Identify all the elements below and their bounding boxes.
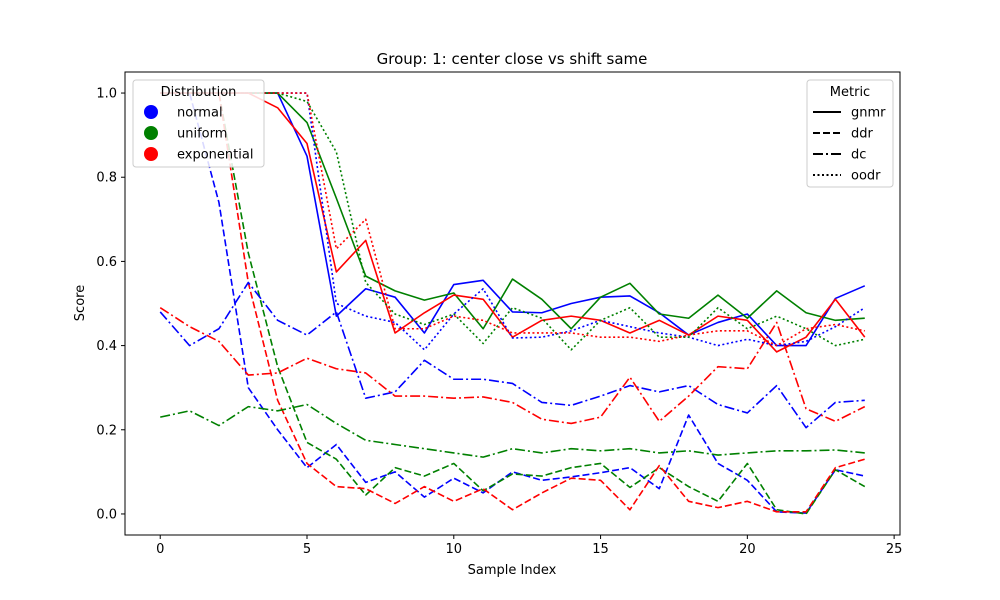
legend-distribution: Distribution normal uniform exponential [132,79,265,168]
plot-frame [124,71,901,536]
legend-metric-title: Metric [830,85,870,100]
series-line-normal-dc [159,281,865,429]
y-tick-label: 0.4 [96,339,117,354]
legend-label-exponential: exponential [177,148,253,163]
x-axis: 0 5 10 15 20 25 [156,535,902,557]
chart-title: Group: 1: center close vs shift same [377,50,648,68]
x-axis-label: Sample Index [468,563,557,578]
series-line-uniform-ddr [160,92,866,515]
y-axis-label: Score [73,285,88,321]
legend-label-uniform: uniform [177,127,227,142]
legend-frame [132,79,265,168]
x-tick-label: 15 [592,542,609,557]
legend-label-ddr: ddr [851,127,874,142]
y-axis: 0.0 0.2 0.4 0.6 0.8 1.0 [96,87,125,522]
legend-marker-normal [144,105,158,119]
y-tick-label: 0.0 [96,507,117,522]
series-line-exponential-ddr [160,92,865,513]
x-tick-label: 0 [156,542,164,557]
legend-label-dc: dc [851,148,866,163]
y-tick-label: 0.2 [96,423,117,438]
legend-label-gnmr: gnmr [851,106,886,121]
legend-distribution-title: Distribution [161,85,237,100]
series-group [159,92,866,515]
y-tick-label: 1.0 [96,87,117,102]
legend-marker-exponential [144,147,158,161]
x-tick-label: 5 [303,542,311,557]
x-tick-label: 20 [739,542,756,557]
y-tick-label: 0.8 [96,171,117,186]
x-tick-label: 25 [886,542,903,557]
series-line-uniform-dc [160,403,865,458]
series-line-exponential-oodr [160,92,865,347]
legend-label-normal: normal [177,106,223,121]
legend-label-oodr: oodr [851,169,881,184]
legend-metric: Metric gnmr ddr dc oodr [806,79,894,188]
series-line-normal-ddr [160,92,865,514]
legend-frame [806,79,894,188]
legend-marker-uniform [144,126,158,140]
series-line-exponential-gnmr [160,92,866,353]
x-tick-label: 10 [446,542,463,557]
y-tick-label: 0.6 [96,255,117,270]
